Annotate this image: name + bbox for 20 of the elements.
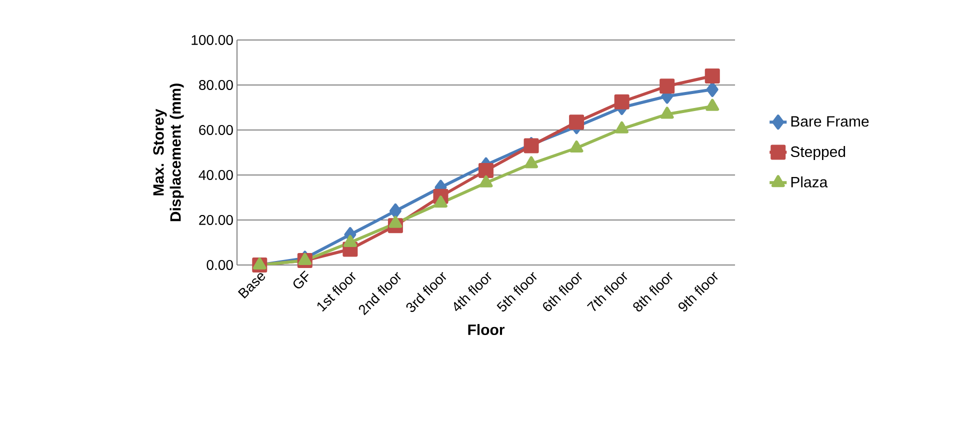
x-tick-label: 9th floor bbox=[678, 272, 718, 312]
x-tick-label: 3rd floor bbox=[406, 272, 446, 312]
x-axis-title: Floor bbox=[468, 324, 505, 336]
x-tick-label: 4th floor bbox=[454, 272, 492, 312]
x-tick-label: GF bbox=[293, 270, 309, 288]
legend-label: Plaza bbox=[791, 176, 828, 188]
y-axis-title: Max. Storey Displacement (mm) bbox=[153, 84, 184, 222]
y-tick-label: 80.00 bbox=[199, 80, 233, 90]
y-tick-label: 0.00 bbox=[206, 260, 233, 270]
x-tick-label: 7th floor bbox=[586, 272, 628, 312]
y-tick-label: 60.00 bbox=[199, 125, 233, 135]
x-tick-label: 1st floor bbox=[317, 272, 356, 312]
legend-label: Stepped bbox=[790, 146, 846, 160]
y-tick-label: 20.00 bbox=[199, 215, 233, 225]
y-tick-label: 40.00 bbox=[198, 170, 233, 180]
y-tick-label: 100.00 bbox=[192, 35, 233, 45]
x-tick-label: 5th floor bbox=[496, 272, 537, 312]
x-tick-label: 6th floor bbox=[543, 272, 582, 312]
legend-label: Bare Frame bbox=[791, 116, 869, 127]
x-tick-label: 8th floor bbox=[633, 272, 673, 312]
